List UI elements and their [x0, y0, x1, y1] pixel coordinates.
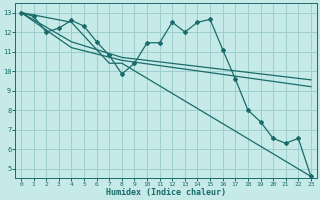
X-axis label: Humidex (Indice chaleur): Humidex (Indice chaleur) [106, 188, 226, 197]
